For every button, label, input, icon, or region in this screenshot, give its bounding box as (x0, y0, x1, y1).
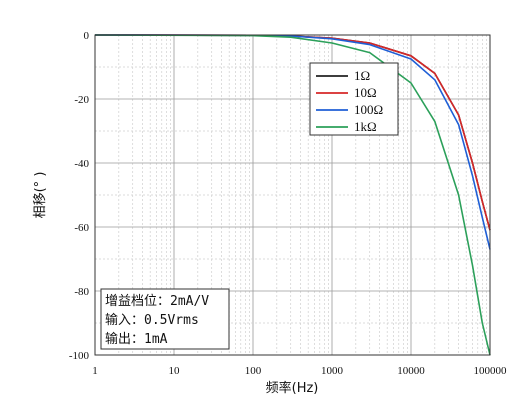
series-layer (94, 34, 491, 356)
y-tick-label: -80 (74, 286, 89, 298)
y-tick-labels: 0 -20 -40 -60 -80 -100 (69, 30, 90, 362)
x-tick-label: 1000 (321, 365, 344, 377)
note-line-gain: 增益档位：2mA/V (105, 294, 209, 309)
settings-note: 增益档位：2mA/V 输入：0.5Vrms 输出：1mA (100, 288, 230, 350)
legend-label-1: 10Ω (354, 85, 377, 100)
grid (95, 34, 490, 356)
y-tick-label: -40 (74, 158, 89, 170)
series-line-3 (94, 34, 491, 356)
legend-box (309, 62, 399, 136)
y-tick-label: 0 (84, 30, 90, 42)
note-line-input: 输入：0.5Vrms (105, 312, 199, 328)
legend-label-3: 1kΩ (354, 119, 377, 134)
y-tick-label: -100 (69, 350, 90, 362)
x-tick-labels: 1 10 100 1000 10000 100000 (92, 365, 507, 377)
plot-frame (94, 34, 491, 356)
y-tick-label: -60 (74, 222, 89, 234)
legend: 1Ω 10Ω 100Ω 1kΩ (309, 62, 399, 136)
series-line-2 (94, 34, 491, 250)
x-axis-title: 频率(Hz) (266, 380, 319, 396)
y-axis-title: 相移(° ) (33, 172, 48, 219)
legend-label-0: 1Ω (354, 68, 370, 83)
x-tick-label: 1 (92, 365, 98, 377)
y-tick-label: -20 (74, 94, 89, 106)
legend-label-2: 100Ω (354, 102, 383, 117)
x-tick-label: 100 (245, 365, 262, 377)
note-line-output: 输出：1mA (105, 331, 168, 347)
settings-note-box (100, 288, 230, 350)
x-tick-label: 100000 (474, 365, 508, 377)
x-tick-label: 10000 (397, 365, 425, 377)
x-tick-label: 10 (169, 365, 181, 377)
